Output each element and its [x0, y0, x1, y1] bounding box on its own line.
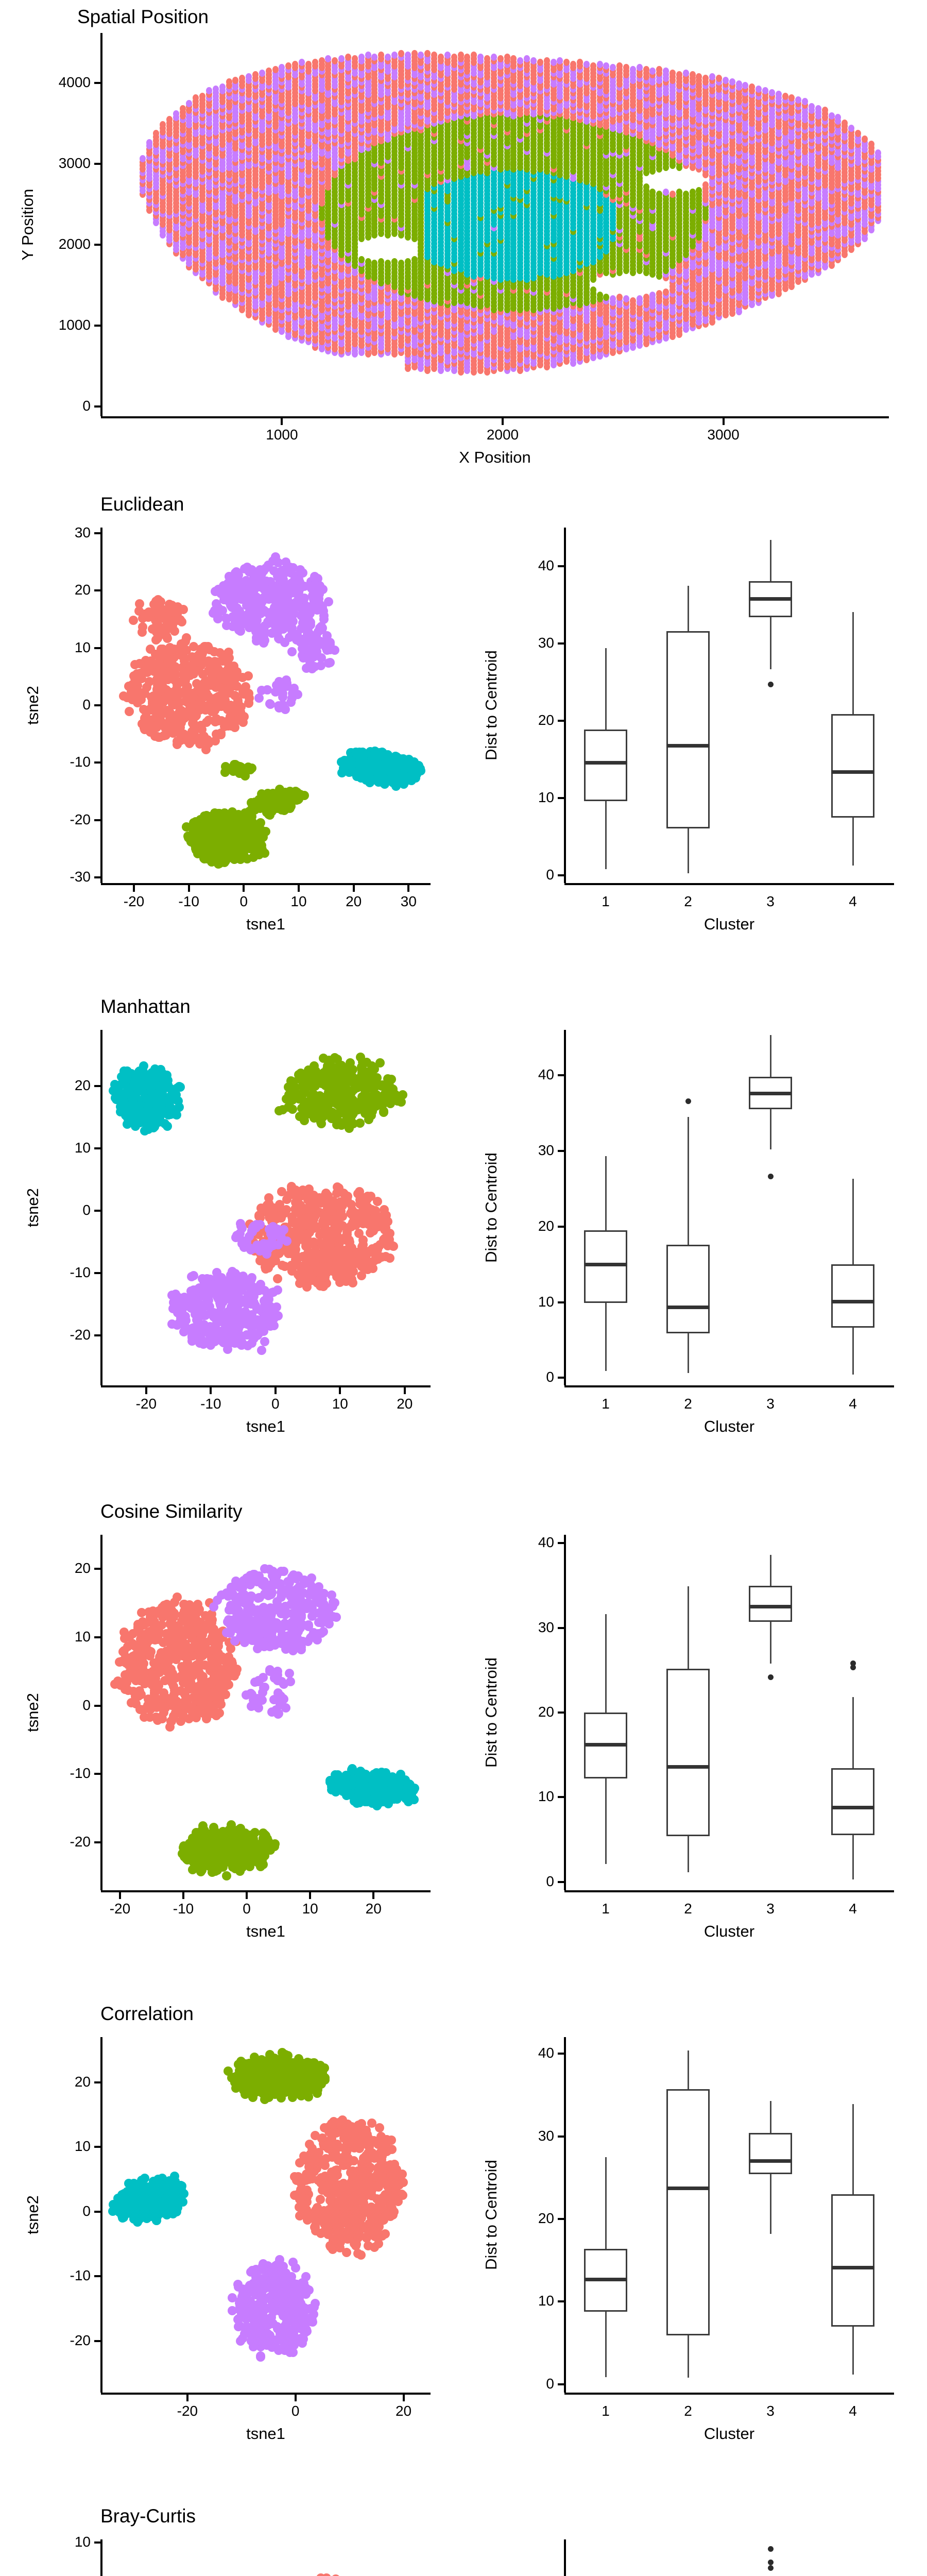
spatial-spot — [530, 57, 537, 64]
spatial-panel: Spatial Position 0 1000 2000 3000 4000 1000 200… — [0, 7, 927, 461]
spatial-spot — [319, 57, 325, 64]
spatial-spot — [365, 52, 371, 59]
spatial-spot — [497, 55, 504, 62]
spatial-spot — [345, 54, 351, 61]
spatial-spot — [491, 54, 497, 61]
spatial-spot — [398, 50, 404, 57]
spatial-spot — [305, 61, 312, 68]
spatial-spot — [292, 61, 298, 68]
spatial-spot — [504, 54, 510, 61]
spatial-spot — [411, 256, 418, 263]
spatial-title: Spatial Position — [77, 6, 209, 28]
spatial-spot — [438, 54, 444, 61]
spatial-spot — [537, 59, 543, 66]
spatial-spot — [411, 50, 418, 57]
spatial-spot — [173, 110, 179, 117]
spatial-spot — [551, 59, 557, 66]
spatial-spot — [272, 66, 279, 73]
spatial-spot — [391, 258, 398, 265]
spatial-spot — [146, 139, 152, 146]
spatial-spot — [358, 54, 365, 61]
spatial-plot-area — [101, 33, 889, 416]
spatial-spot — [160, 121, 166, 128]
spatial-spot — [266, 67, 272, 75]
spatial-spot — [458, 52, 464, 59]
spatial-spot — [517, 57, 523, 64]
spatial-spot — [365, 258, 371, 265]
spatial-spot — [358, 256, 365, 263]
spatial-spot — [570, 61, 576, 68]
spatial-spot — [180, 105, 186, 112]
spatial-spot — [405, 52, 411, 59]
spatial-spot — [405, 258, 411, 265]
spatial-spot — [213, 86, 219, 93]
spatial-spot — [226, 78, 232, 86]
spatial-spot — [259, 70, 265, 77]
spatial-spot — [385, 54, 391, 61]
spatial-spot — [451, 54, 457, 61]
spatial-spot — [352, 55, 358, 62]
spatial-spot — [312, 59, 318, 66]
spatial-spot — [477, 54, 484, 61]
spatial-spot — [186, 100, 192, 107]
spatial-spot — [246, 73, 252, 80]
spatial-spot — [199, 93, 205, 100]
spatial-spot — [332, 57, 338, 64]
multi-panel-figure: Spatial Position 0 1000 2000 3000 4000 1000 200… — [0, 0, 927, 2576]
spatial-spot — [544, 57, 550, 64]
spatial-spot — [166, 116, 173, 123]
